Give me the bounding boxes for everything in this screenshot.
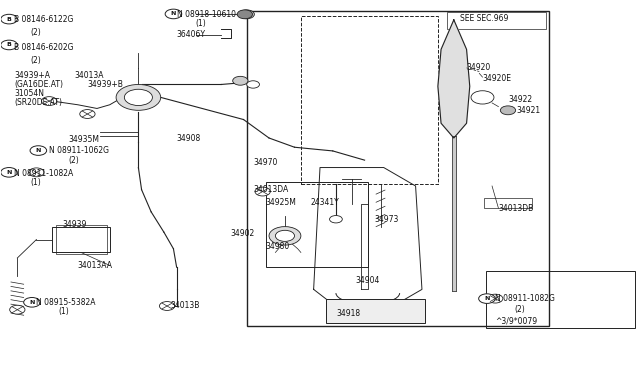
Circle shape: [488, 294, 503, 303]
Text: B: B: [6, 42, 12, 48]
Text: (2): (2): [515, 305, 525, 314]
Text: 34918: 34918: [336, 309, 360, 318]
Circle shape: [116, 84, 161, 110]
Text: N: N: [484, 296, 490, 301]
Text: N 08911-1062G: N 08911-1062G: [49, 147, 109, 155]
Text: 31054N: 31054N: [14, 89, 44, 98]
Text: (GA16DE.AT): (GA16DE.AT): [14, 80, 63, 89]
Text: N: N: [6, 170, 12, 175]
Text: (1): (1): [30, 178, 41, 187]
Text: N: N: [36, 148, 41, 153]
Text: 34013B: 34013B: [170, 301, 200, 311]
Bar: [56, 225, 106, 254]
Circle shape: [124, 89, 152, 106]
Text: 34980: 34980: [266, 243, 290, 251]
Text: 34920E: 34920E: [483, 74, 511, 83]
Bar: [486, 271, 636, 328]
Circle shape: [10, 305, 25, 314]
Text: B 08146-6122G: B 08146-6122G: [14, 15, 74, 24]
Text: 34904: 34904: [355, 276, 380, 285]
Text: 34935M: 34935M: [68, 135, 99, 144]
Text: N: N: [171, 12, 176, 16]
Circle shape: [165, 9, 182, 19]
Bar: [52, 227, 109, 253]
Circle shape: [255, 187, 270, 196]
Text: ^3/9*0079: ^3/9*0079: [495, 316, 538, 325]
Text: N: N: [29, 300, 35, 305]
Text: N 08918-10610: N 08918-10610: [177, 10, 236, 19]
Text: N 08911-1082A: N 08911-1082A: [14, 169, 74, 177]
Text: 34013DA: 34013DA: [253, 185, 289, 194]
Circle shape: [80, 110, 95, 118]
Bar: [484, 198, 532, 208]
Circle shape: [246, 81, 259, 88]
Circle shape: [1, 40, 17, 50]
Circle shape: [479, 294, 495, 304]
Text: 34939: 34939: [62, 220, 86, 229]
Circle shape: [1, 167, 17, 177]
Text: 34013AA: 34013AA: [78, 261, 113, 270]
Circle shape: [1, 14, 17, 24]
Circle shape: [275, 230, 294, 241]
Text: 34925M: 34925M: [266, 198, 297, 207]
Bar: [266, 182, 368, 267]
Text: 34920: 34920: [467, 63, 491, 72]
Circle shape: [269, 227, 301, 245]
Bar: [326, 299, 425, 323]
Circle shape: [159, 302, 175, 310]
Text: SEE SEC.969: SEE SEC.969: [460, 13, 509, 22]
Text: 34908: 34908: [177, 134, 201, 142]
Circle shape: [330, 215, 342, 223]
Text: (2): (2): [68, 155, 79, 165]
Text: 34939+A: 34939+A: [14, 71, 50, 80]
Circle shape: [42, 97, 57, 106]
Circle shape: [237, 10, 252, 19]
Bar: [246, 11, 549, 326]
Text: (2): (2): [30, 28, 41, 37]
Circle shape: [239, 10, 254, 19]
Text: 34939+B: 34939+B: [88, 80, 124, 89]
Circle shape: [500, 106, 516, 115]
Circle shape: [471, 91, 494, 104]
Polygon shape: [438, 20, 470, 138]
Circle shape: [233, 76, 248, 85]
Bar: [301, 16, 438, 184]
Text: 34970: 34970: [253, 157, 278, 167]
Text: 34973: 34973: [374, 215, 399, 224]
Circle shape: [24, 298, 40, 307]
Text: 36406Y: 36406Y: [177, 30, 205, 39]
Text: (1): (1): [59, 307, 70, 316]
Circle shape: [29, 168, 44, 177]
Text: (2): (2): [30, 56, 41, 65]
Text: 34013DB: 34013DB: [499, 203, 534, 213]
Text: N 08915-5382A: N 08915-5382A: [36, 298, 96, 307]
Text: B 08146-6202G: B 08146-6202G: [14, 43, 74, 52]
Text: 34013A: 34013A: [75, 71, 104, 80]
Circle shape: [30, 146, 47, 155]
Text: (SR20DE.AT): (SR20DE.AT): [14, 99, 62, 108]
Text: 34902: 34902: [231, 230, 255, 238]
Text: 34921: 34921: [516, 106, 540, 115]
Text: (1): (1): [196, 19, 207, 28]
Text: B: B: [6, 17, 12, 22]
Text: 24341Y: 24341Y: [310, 198, 339, 207]
Text: 34922: 34922: [508, 95, 532, 104]
Text: N 08911-1082G: N 08911-1082G: [495, 294, 555, 303]
Bar: [447, 13, 546, 29]
